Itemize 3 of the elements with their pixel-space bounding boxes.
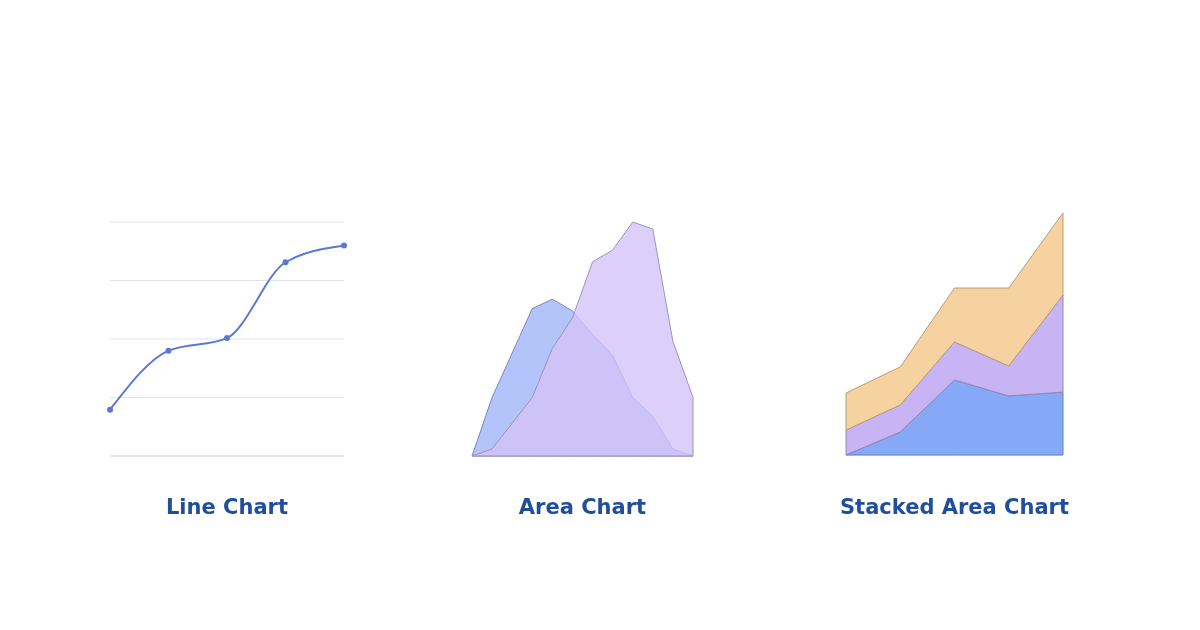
text: Line Chart [165,495,289,519]
text: Area Chart [518,495,647,519]
text: Stacked Area Chart [839,495,1070,519]
